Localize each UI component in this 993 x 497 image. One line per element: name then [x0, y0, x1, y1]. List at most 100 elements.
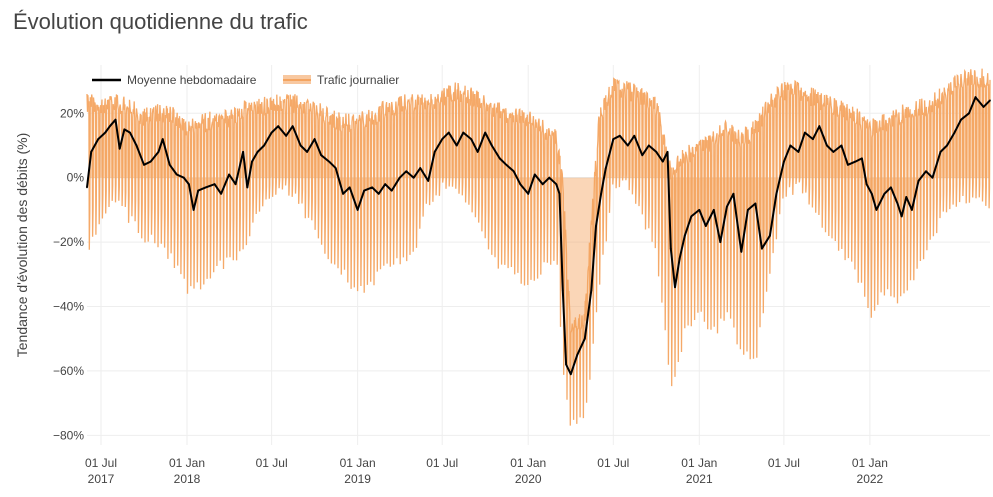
weekly-average-point [519, 183, 522, 186]
weekly-average-point [320, 154, 323, 157]
weekly-average-point [569, 373, 572, 376]
weekly-average-point [104, 131, 107, 134]
weekly-average-point [270, 131, 273, 134]
weekly-average-point [143, 163, 145, 166]
weekly-average-point [732, 192, 735, 195]
weekly-average-point [861, 157, 863, 160]
weekly-average-point [114, 118, 117, 121]
weekly-average-point [561, 289, 564, 292]
weekly-average-point [109, 125, 111, 128]
x-tick-label: 01 Jul [85, 456, 117, 470]
weekly-average-point [618, 134, 621, 137]
weekly-average [86, 96, 991, 376]
weekly-average-point [291, 125, 294, 128]
weekly-average-point [377, 192, 380, 195]
y-tick-label: −20% [53, 235, 84, 249]
weekly-average-point [256, 151, 259, 153]
weekly-average-point [348, 186, 351, 189]
weekly-average-point [818, 125, 821, 128]
weekly-average-point [234, 183, 237, 186]
weekly-average-point [470, 138, 473, 141]
weekly-average-point [982, 106, 985, 108]
weekly-average-point [754, 202, 757, 205]
y-tick-label: −60% [53, 364, 84, 378]
weekly-average-point [917, 180, 920, 182]
x-tick-year: 2021 [686, 472, 713, 486]
daily-traffic-line [86, 68, 991, 426]
weekly-average-point [875, 209, 878, 211]
weekly-average-point [896, 202, 899, 205]
weekly-average-point [789, 144, 792, 147]
weekly-average-point [747, 209, 749, 211]
weekly-average-point [712, 209, 715, 211]
x-tick-label: 01 Jan [340, 456, 376, 470]
weekly-average-point [911, 209, 913, 211]
weekly-average-point [371, 186, 373, 189]
weekly-average-point [533, 173, 536, 176]
weekly-average-point [775, 192, 778, 195]
weekly-average-point [960, 118, 962, 121]
weekly-average-point [220, 192, 223, 195]
x-tick-label: 01 Jul [426, 456, 458, 470]
weekly-average-point [188, 183, 190, 186]
weekly-average-point [484, 131, 487, 134]
weekly-average-point [590, 289, 593, 292]
weekly-average-point [129, 131, 131, 134]
weekly-average-point [97, 138, 100, 141]
weekly-average-point [558, 192, 561, 195]
weekly-average-point [576, 353, 579, 356]
legend-item-weekly[interactable]: Moyenne hebdomadaire [92, 73, 257, 87]
weekly-average-point [946, 144, 948, 147]
weekly-average-point [527, 192, 530, 195]
weekly-average-point [149, 160, 152, 163]
weekly-average-point [641, 154, 644, 157]
weekly-average-point [968, 112, 970, 115]
weekly-average-point [989, 99, 991, 102]
weekly-average-point [666, 151, 669, 153]
weekly-average-point [565, 363, 567, 366]
weekly-average-point [847, 163, 849, 166]
weekly-average-point [299, 144, 302, 147]
weekly-average-point [462, 131, 465, 134]
weekly-average-point [939, 151, 942, 153]
y-axis: 20% 0% −20% −40% −60% −80% [53, 106, 84, 442]
legend[interactable]: Moyenne hebdomadaire Trafic journalier [92, 73, 399, 87]
weekly-average-point [797, 151, 800, 153]
page-title: Évolution quotidienne du trafic [13, 9, 308, 34]
weekly-average-point [655, 151, 658, 153]
weekly-average-point [583, 337, 586, 340]
weekly-average-point [313, 138, 316, 141]
y-axis-label: Tendance d'évolution des débits (%) [14, 133, 30, 357]
weekly-average-point [890, 186, 892, 189]
weekly-average-point [476, 151, 479, 153]
weekly-average-point [285, 134, 287, 137]
weekly-average-point [363, 189, 366, 192]
x-axis: 01 Jul 2017 01 Jan 2018 01 Jul 01 Jan 2019 01 J… [85, 456, 888, 486]
weekly-average-point [390, 189, 393, 192]
weekly-average-point [925, 170, 927, 173]
x-tick-label: 01 Jul [597, 456, 629, 470]
weekly-average-point [419, 167, 422, 170]
weekly-average-point [740, 250, 743, 253]
weekly-average-point [213, 183, 216, 186]
weekly-average-point [865, 183, 868, 186]
weekly-average-point [769, 234, 771, 237]
weekly-average-point [427, 180, 430, 182]
weekly-average-point [342, 192, 344, 195]
weekly-average-point [626, 144, 629, 147]
weekly-average-point [328, 160, 330, 163]
weekly-average-point [555, 183, 558, 186]
weekly-average-point [931, 176, 934, 179]
weekly-average-point [334, 167, 337, 170]
weekly-average-point [870, 192, 873, 195]
weekly-average-point [953, 131, 956, 134]
weekly-average-point [804, 131, 806, 134]
weekly-average-point [384, 183, 387, 186]
weekly-average-point [832, 151, 835, 153]
legend-item-daily[interactable]: Trafic journalier [283, 73, 399, 87]
weekly-average-point [783, 160, 785, 163]
x-tick-label: 01 Jan [681, 456, 717, 470]
weekly-average-point [678, 257, 681, 260]
